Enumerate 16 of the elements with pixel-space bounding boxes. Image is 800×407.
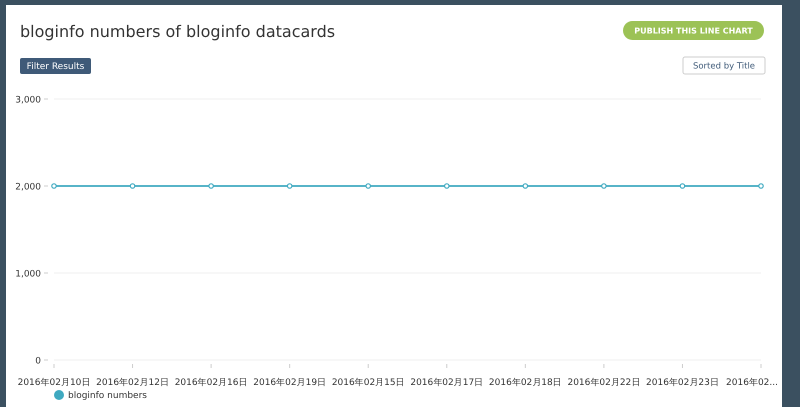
x-tick-label: 2016年02月17日 [410, 377, 484, 388]
x-tick-label: 2016年02月23日 [646, 377, 719, 388]
x-tick-label: 2016年02月18日 [488, 377, 562, 388]
x-tick-label: 2016年02月10日 [18, 377, 90, 388]
y-tick-label: 2,000 [15, 182, 42, 192]
y-tick-label: 3,000 [15, 96, 42, 106]
x-tick-label: 2016年02月16日 [174, 377, 248, 388]
legend-label: bloginfo numbers [68, 391, 148, 401]
y-tick-label: 0 [35, 356, 42, 366]
x-tick-label: 2016年02月12日 [96, 377, 169, 388]
x-tick-label: 2016年02月19日 [253, 377, 326, 388]
x-tick-label: 2016年02... [726, 377, 778, 388]
x-tick-label: 2016年02月22日 [567, 377, 640, 388]
y-tick-label: 1,000 [15, 270, 42, 280]
x-tick-label: 2016年02月15日 [332, 377, 405, 388]
chart-title: bloginfo numbers of bloginfo datacards [20, 22, 336, 41]
